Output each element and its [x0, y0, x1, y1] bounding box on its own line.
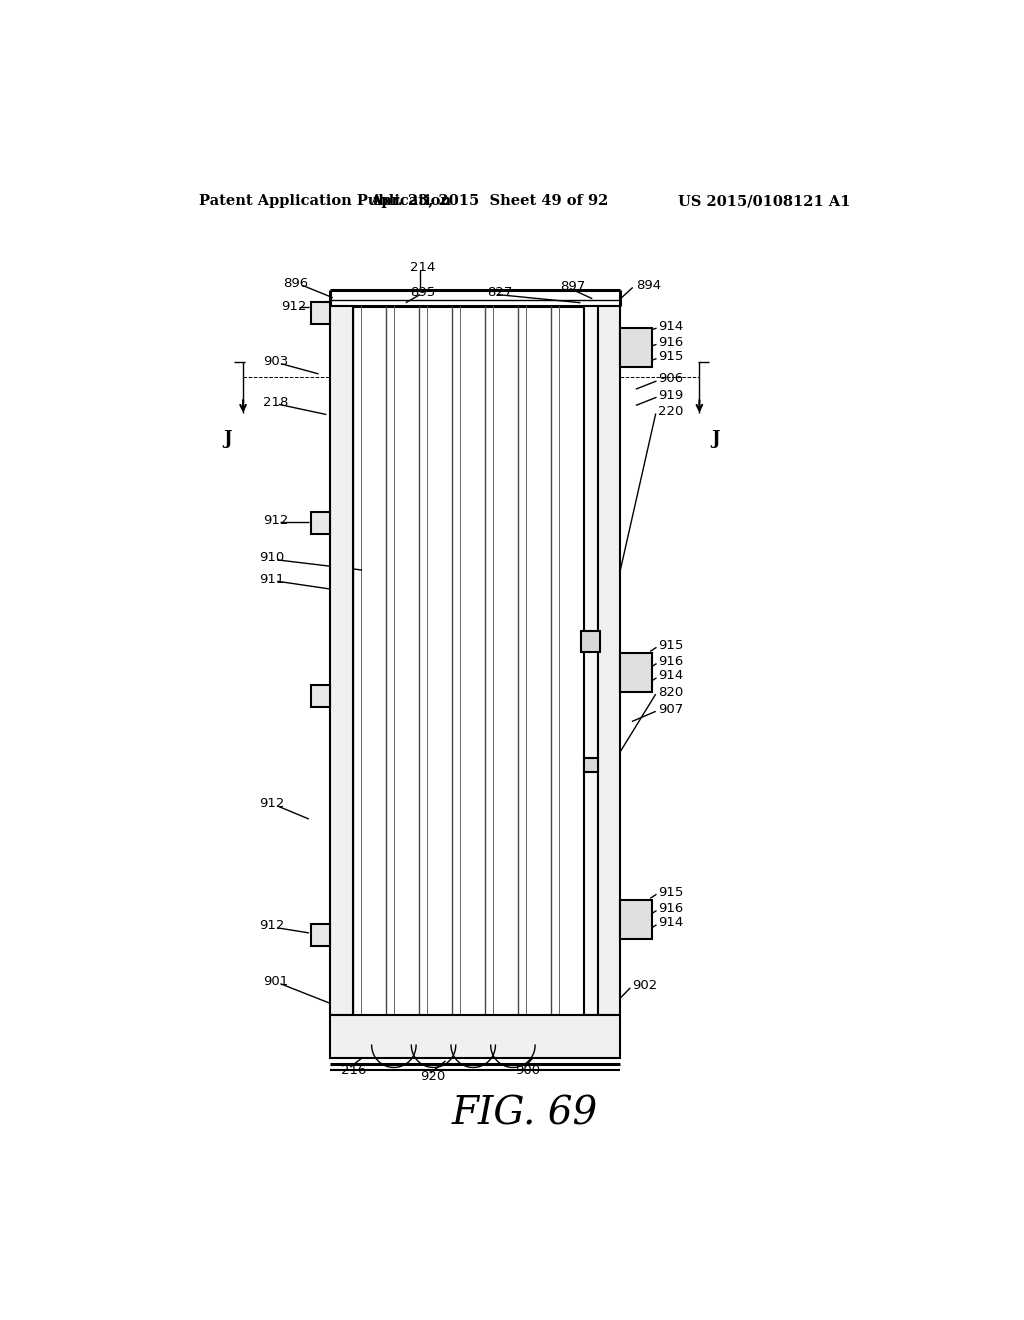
Bar: [584, 758, 598, 772]
Text: J: J: [711, 430, 720, 447]
Bar: [584, 306, 598, 1015]
Text: 912: 912: [282, 300, 306, 313]
Bar: [582, 631, 600, 652]
Text: 910: 910: [259, 552, 285, 565]
Text: 914: 914: [658, 319, 683, 333]
Text: 915: 915: [658, 350, 683, 363]
Text: US 2015/0108121 A1: US 2015/0108121 A1: [678, 194, 850, 209]
Bar: [620, 329, 651, 367]
Text: 902: 902: [632, 979, 657, 993]
Text: 915: 915: [658, 639, 683, 652]
Bar: [310, 924, 331, 946]
Bar: [310, 685, 331, 708]
Bar: [620, 653, 651, 692]
Text: 903: 903: [263, 355, 288, 368]
Bar: [310, 512, 331, 535]
Text: 900: 900: [515, 1064, 541, 1077]
Text: 912: 912: [259, 797, 285, 810]
Text: 216: 216: [341, 1064, 366, 1077]
Text: 916: 916: [658, 902, 683, 915]
Bar: [620, 900, 651, 939]
Text: FIG. 69: FIG. 69: [452, 1096, 598, 1133]
Text: 220: 220: [658, 405, 683, 418]
Text: 916: 916: [658, 655, 683, 668]
Bar: [310, 302, 331, 325]
Text: 911: 911: [259, 573, 285, 586]
Text: 894: 894: [636, 279, 662, 292]
Text: 906: 906: [658, 372, 683, 385]
Text: 920: 920: [420, 1069, 445, 1082]
Text: 218: 218: [263, 396, 289, 409]
Text: Patent Application Publication: Patent Application Publication: [200, 194, 452, 209]
Text: J: J: [223, 430, 231, 447]
Text: 914: 914: [658, 916, 683, 929]
Text: 827: 827: [487, 286, 513, 300]
Text: 896: 896: [283, 277, 308, 290]
Text: 897: 897: [560, 280, 586, 293]
Text: Apr. 23, 2015  Sheet 49 of 92: Apr. 23, 2015 Sheet 49 of 92: [370, 194, 608, 209]
Text: 914: 914: [658, 669, 683, 682]
Bar: [331, 1015, 621, 1057]
Text: 912: 912: [259, 919, 285, 932]
Text: 214: 214: [410, 260, 435, 273]
Text: 915: 915: [658, 886, 683, 899]
Text: 901: 901: [263, 975, 288, 989]
Text: 895: 895: [410, 286, 435, 300]
Text: 919: 919: [658, 388, 683, 401]
Text: 916: 916: [658, 335, 683, 348]
Text: 907: 907: [658, 702, 683, 715]
Text: 912: 912: [263, 513, 289, 527]
Bar: [598, 306, 621, 1015]
Text: 820: 820: [658, 685, 683, 698]
Bar: [331, 306, 352, 1015]
